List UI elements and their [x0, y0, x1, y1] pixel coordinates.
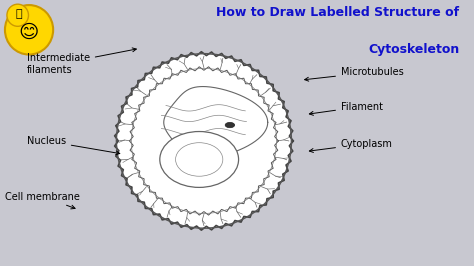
Polygon shape: [164, 86, 268, 158]
Text: Microtubules: Microtubules: [305, 67, 404, 81]
Text: Intermediate
filaments: Intermediate filaments: [27, 48, 137, 75]
Text: Cytoplasm: Cytoplasm: [310, 139, 393, 152]
Circle shape: [225, 122, 235, 128]
Ellipse shape: [175, 143, 223, 176]
Text: Filament: Filament: [310, 102, 383, 115]
Text: Cytoskeleton: Cytoskeleton: [368, 43, 459, 56]
Text: How to Draw Labelled Structure of: How to Draw Labelled Structure of: [216, 6, 459, 19]
Text: Cell membrane: Cell membrane: [5, 192, 80, 209]
Ellipse shape: [160, 131, 238, 188]
Ellipse shape: [117, 55, 291, 227]
Text: Nucleus: Nucleus: [27, 136, 120, 155]
